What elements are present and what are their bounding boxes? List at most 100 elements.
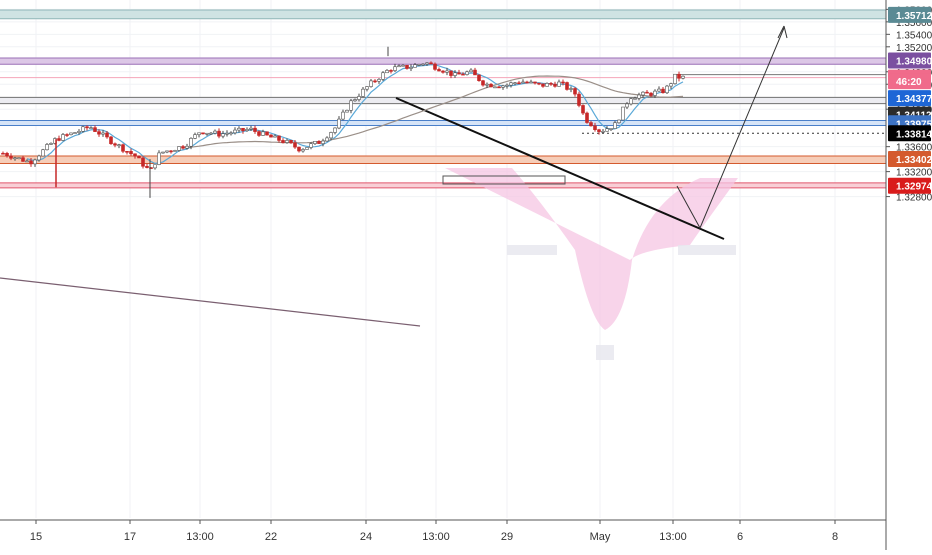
price-tag-bg (888, 125, 931, 142)
candle-body (669, 83, 673, 87)
descending-trendline (395, 97, 725, 240)
candle-body (273, 135, 277, 138)
candle-body (293, 142, 297, 148)
candle-body (9, 155, 13, 159)
time-tick-label: 17 (124, 531, 136, 543)
candle-body (77, 131, 81, 133)
candle-body (469, 69, 473, 73)
candle-body (165, 150, 169, 153)
candle-body (605, 128, 609, 132)
candle-body (153, 164, 157, 169)
forecast-path (676, 27, 785, 230)
candle-body (217, 130, 221, 137)
time-tick-label: 13:00 (659, 531, 687, 543)
candle-body (449, 70, 453, 76)
candle-body (477, 74, 481, 81)
fast-moving-average (26, 63, 684, 165)
candle-body (625, 103, 629, 108)
candle-body (173, 150, 177, 152)
candle-body (341, 111, 345, 120)
candle-body (521, 81, 525, 84)
zones-layer (0, 9, 886, 189)
candle-body (409, 67, 413, 69)
candle-body (289, 140, 293, 144)
candle-body (465, 71, 469, 75)
time-tick-label: 15 (30, 531, 42, 543)
candle-body (657, 88, 661, 92)
candle-body (401, 64, 405, 67)
candle-body (169, 150, 173, 153)
candle-body (201, 132, 205, 135)
candle-body (637, 94, 641, 99)
candle-body (629, 98, 633, 105)
candle-body (665, 85, 669, 94)
candle-body (681, 75, 685, 79)
candle-body (437, 69, 441, 72)
candle-body (109, 136, 113, 145)
candle-body (529, 81, 533, 84)
candle-body (569, 88, 573, 90)
price-tick-label: 1.35200 (896, 43, 932, 54)
price-tick-label: 1.33600 (896, 143, 932, 154)
candle-body (397, 65, 401, 68)
candle-body (5, 152, 9, 157)
candle-body (333, 127, 337, 133)
candle-body (197, 132, 201, 135)
price-tick-label: 1.33200 (896, 168, 932, 179)
price-tag-bg (888, 6, 931, 23)
old-trendline (0, 277, 421, 327)
candle-body (653, 90, 657, 96)
moving-averages-layer (26, 63, 684, 165)
candle-body (89, 127, 93, 129)
price-tag-label: 1.33814 (896, 129, 932, 140)
candle-body (353, 99, 357, 102)
candle-body (121, 144, 125, 152)
candle-body (1, 152, 5, 155)
candle-body (381, 72, 385, 80)
price-tick-label: 1.35400 (896, 30, 932, 41)
price-tag-label: 1.32974 (896, 182, 932, 193)
candle-body (161, 151, 165, 154)
candle-body (453, 72, 457, 76)
price-tag-bg (888, 177, 931, 194)
candle-body (261, 131, 265, 136)
price-tag-label: 1.33402 (896, 155, 932, 166)
candle-body (457, 72, 461, 75)
slow-moving-average (182, 75, 684, 149)
candle-body (101, 132, 105, 135)
candle-body (633, 97, 637, 100)
price-tick-label: 1.32800 (896, 193, 932, 204)
candle-body (573, 88, 577, 95)
rim-box (442, 175, 566, 185)
candle-body (309, 143, 313, 148)
candle-body (377, 79, 381, 82)
candle-body (205, 132, 209, 135)
candle-body (65, 134, 69, 136)
candle-body (501, 85, 505, 88)
candle-body (85, 126, 89, 129)
candle-body (301, 149, 305, 152)
candle-body (613, 122, 617, 129)
candle-body (369, 80, 373, 87)
price-tag-label: 1.34377 (896, 94, 932, 105)
candle-body (425, 62, 429, 65)
candle-body (385, 70, 389, 74)
candle-body (621, 106, 625, 121)
candle-body (57, 138, 61, 141)
candle-body (13, 157, 17, 160)
price-tag-label: 1.34980 (896, 57, 932, 68)
candle-body (537, 82, 541, 85)
candle-body (365, 86, 369, 90)
candle-body (513, 82, 517, 85)
candle-body (21, 157, 25, 162)
price-tags-layer[interactable]: 1.357121.349801.3470746:201.343771.34112… (888, 6, 932, 194)
candle-body (249, 127, 253, 130)
candle-body (185, 145, 189, 149)
candle-body (489, 83, 493, 88)
red-zone (0, 182, 886, 188)
candle-body (45, 144, 49, 151)
candle-body (329, 132, 333, 139)
candle-body (33, 159, 37, 165)
